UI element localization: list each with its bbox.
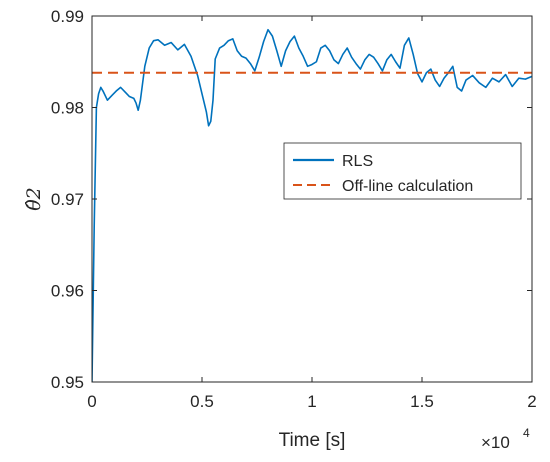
y-tick-label: 0.95 bbox=[51, 373, 84, 392]
y-axis-label: θ̂2 bbox=[23, 187, 45, 211]
legend: RLS Off-line calculation bbox=[283, 142, 522, 200]
y-tick-label: 0.98 bbox=[51, 99, 84, 118]
legend-label-rls: RLS bbox=[342, 153, 373, 170]
ticks-layer: 0 0.5 1 1.5 2 0.95 0.96 0.97 0.98 0.99 bbox=[51, 7, 537, 411]
legend-label-offline: Off-line calculation bbox=[342, 178, 473, 195]
series-line-0 bbox=[92, 28, 532, 382]
y-tick-label: 0.97 bbox=[51, 190, 84, 209]
x-exponent-power: 4 bbox=[523, 426, 530, 440]
x-tick-label: 1.5 bbox=[410, 392, 434, 411]
legend-box bbox=[283, 142, 522, 200]
x-tick-label: 1 bbox=[307, 392, 316, 411]
series-layer bbox=[92, 28, 532, 382]
y-tick-label: 0.96 bbox=[51, 282, 84, 301]
x-exponent-base: ×10 bbox=[481, 433, 510, 452]
x-tick-label: 0 bbox=[87, 392, 96, 411]
x-exponent: ×10 4 bbox=[481, 426, 530, 452]
x-tick-label: 2 bbox=[527, 392, 536, 411]
y-tick-label: 0.99 bbox=[51, 7, 84, 26]
x-axis-label: Time [s] bbox=[279, 430, 346, 451]
x-tick-label: 0.5 bbox=[190, 392, 214, 411]
